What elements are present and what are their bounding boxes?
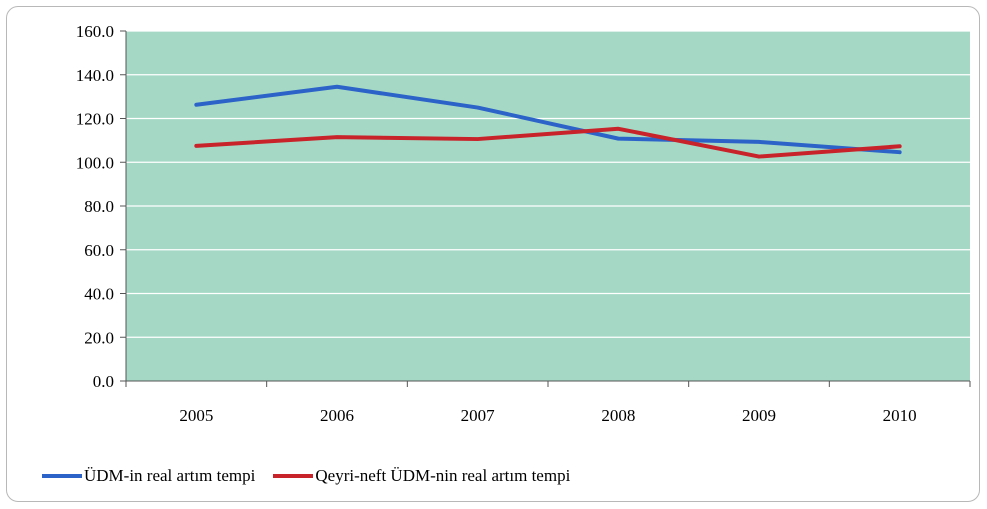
- y-tick-label: 0.0: [93, 372, 114, 391]
- series-line-gdp: [194, 84, 902, 155]
- y-tick-label: 40.0: [84, 285, 114, 304]
- legend-swatch-non-oil-gdp: [273, 474, 314, 478]
- x-tick-label: 2008: [601, 406, 635, 425]
- series-line-non-oil-gdp: [194, 126, 902, 159]
- x-tick-label: 2005: [179, 406, 213, 425]
- legend: ÜDM-in real artım tempi Qeyri-neft ÜDM-n…: [42, 466, 588, 486]
- y-axis-ticks: 0.0 20.0 40.0 60.0 80.0 100.0 120.0 140.0 160.0: [76, 22, 126, 391]
- legend-label-non-oil-gdp: Qeyri-neft ÜDM-nin real artım tempi: [315, 466, 571, 485]
- x-tick-label: 2007: [461, 406, 496, 425]
- y-tick-label: 120.0: [76, 110, 114, 129]
- legend-swatch-gdp: [42, 474, 82, 478]
- x-axis-ticks: 2005 2006 2007 2008 2009 2010: [125, 381, 971, 425]
- y-tick-label: 60.0: [84, 241, 114, 260]
- y-tick-label: 20.0: [84, 328, 114, 347]
- y-tick-label: 100.0: [76, 153, 114, 172]
- y-tick-label: 140.0: [76, 66, 114, 85]
- y-tick-label: 160.0: [76, 22, 114, 41]
- legend-item-non-oil-gdp: Qeyri-neft ÜDM-nin real artım tempi: [273, 466, 570, 486]
- series-lines: [194, 84, 902, 159]
- legend-item-gdp: ÜDM-in real artım tempi: [42, 466, 255, 486]
- y-tick-label: 80.0: [84, 197, 114, 216]
- x-tick-label: 2009: [742, 406, 776, 425]
- x-tick-label: 2006: [320, 406, 354, 425]
- gridlines: [126, 30, 970, 338]
- legend-label-gdp: ÜDM-in real artım tempi: [84, 466, 256, 485]
- x-tick-label: 2010: [883, 406, 917, 425]
